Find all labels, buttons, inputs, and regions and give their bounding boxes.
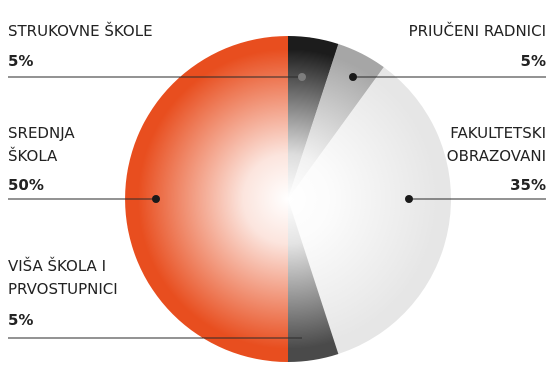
slice-label-3-1: PRVOSTUPNICI — [8, 280, 118, 298]
leader-dot-4 — [152, 195, 160, 203]
center-glow — [138, 49, 438, 349]
slice-label-0-0: STRUKOVNE ŠKOLE — [8, 21, 153, 40]
labels-layer: STRUKOVNE ŠKOLE 5% PRIUČENI RADNICI 5% FAKUL… — [8, 21, 546, 329]
slice-value-3: 5% — [8, 311, 33, 329]
slice-label-1-0: PRIUČENI RADNICI — [409, 21, 546, 40]
slice-value-0: 5% — [8, 52, 33, 70]
slice-label-3-0: VIŠA ŠKOLA I — [8, 256, 106, 275]
leaders-layer — [8, 73, 546, 339]
slice-value-2: 35% — [510, 176, 546, 194]
slice-label-2-1: OBRAZOVANI — [447, 147, 546, 165]
leader-dot-2 — [405, 195, 413, 203]
slice-value-1: 5% — [521, 52, 546, 70]
slice-value-4: 50% — [8, 176, 44, 194]
slice-label-4-1: ŠKOLA — [8, 146, 58, 165]
leader-dot-0 — [298, 73, 306, 81]
leader-dot-1 — [349, 73, 357, 81]
slice-label-2-0: FAKULTETSKI — [450, 124, 546, 142]
slice-label-4-0: SREDNJA — [8, 124, 75, 142]
